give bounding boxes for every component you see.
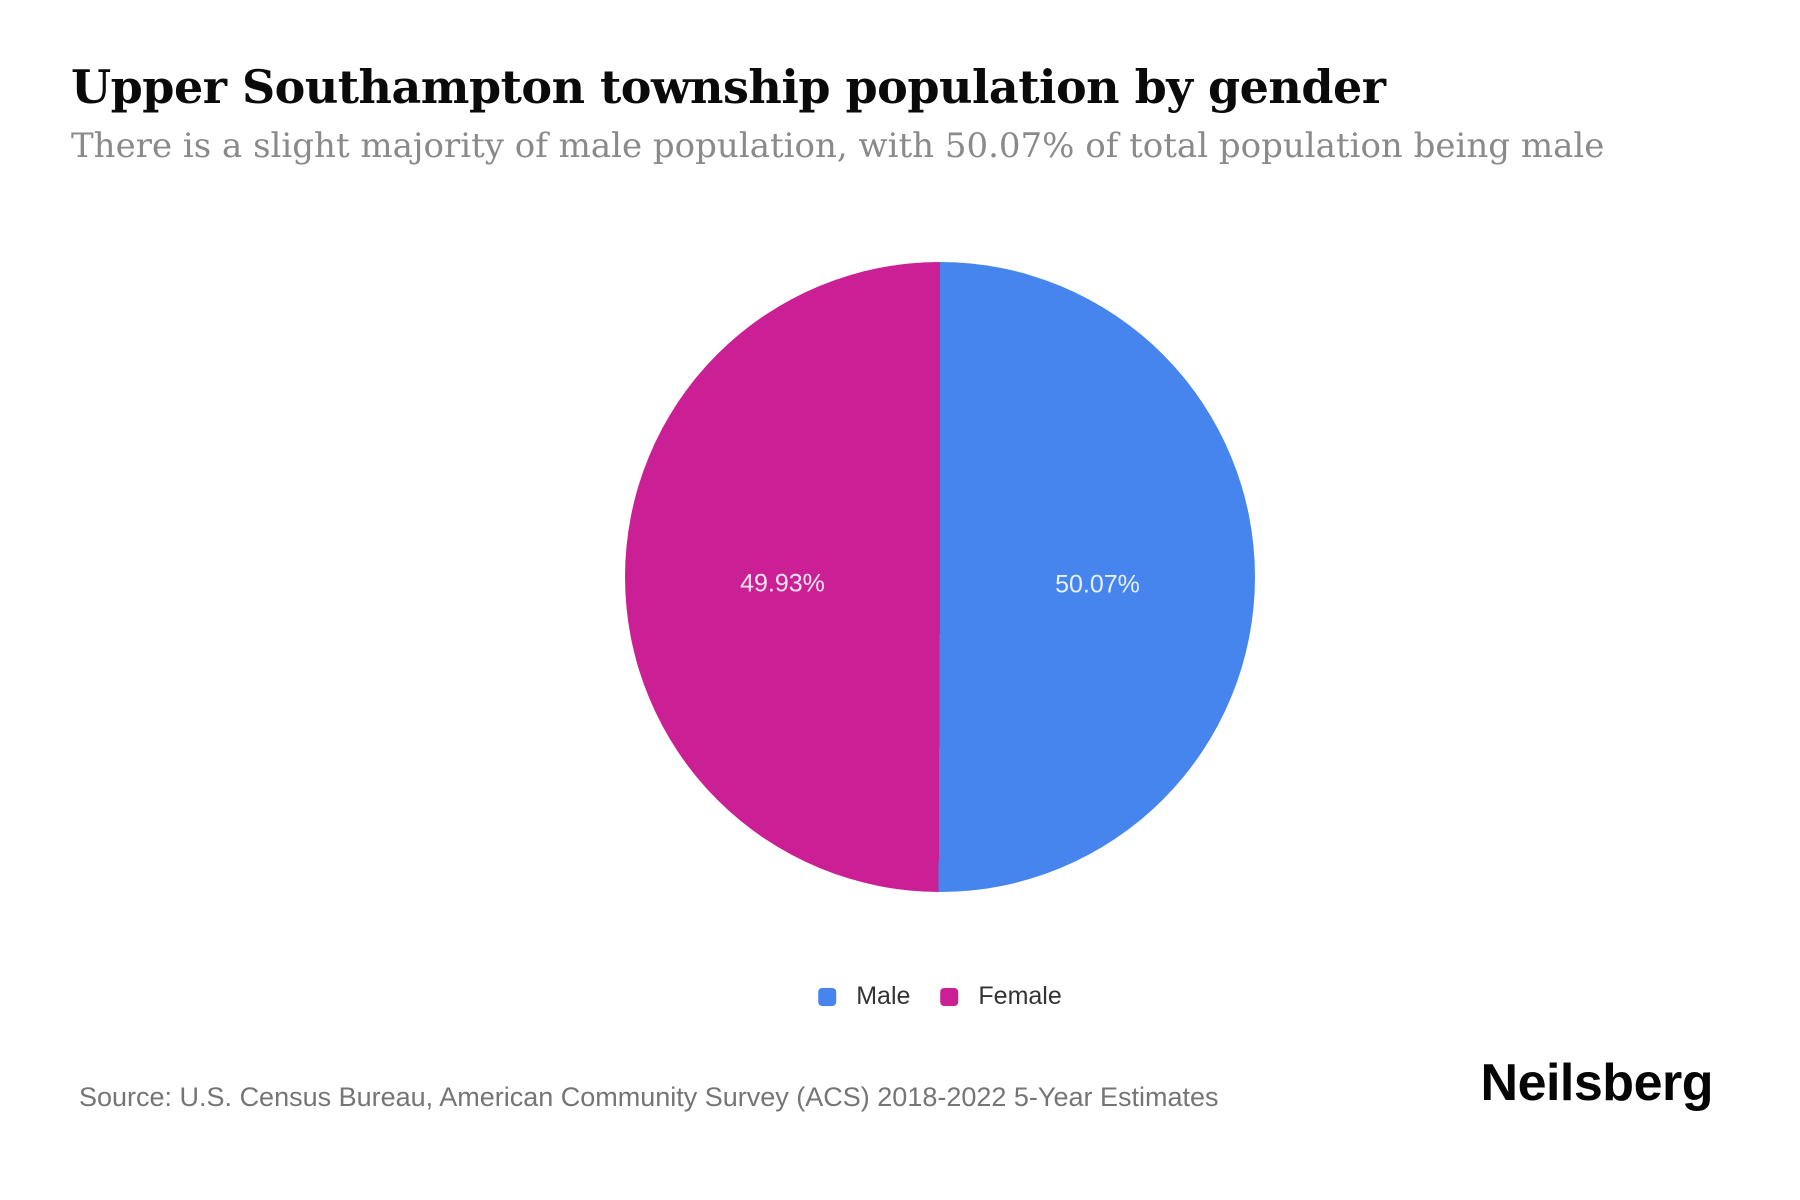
neilsberg-logo: Neilsberg (1480, 1054, 1714, 1112)
chart-title: Upper Southampton township population by… (71, 60, 1386, 114)
male-swatch-icon (818, 987, 837, 1006)
legend-item-male[interactable]: Male (818, 984, 910, 1009)
chart-subtitle: There is a slight majority of male popul… (71, 126, 1605, 166)
female-swatch-icon (940, 987, 959, 1006)
legend: Male Female (818, 984, 1062, 1009)
pie-label-female: 49.93% (740, 569, 825, 598)
pie-label-male: 50.07% (1055, 570, 1140, 599)
source-attribution: Source: U.S. Census Bureau, American Com… (79, 1082, 1219, 1112)
pie-chart[interactable]: 50.07% 49.93% (625, 262, 1255, 892)
legend-label-male: Male (856, 982, 911, 1010)
legend-item-female[interactable]: Female (940, 982, 1062, 1010)
legend-label-female: Female (978, 982, 1062, 1010)
